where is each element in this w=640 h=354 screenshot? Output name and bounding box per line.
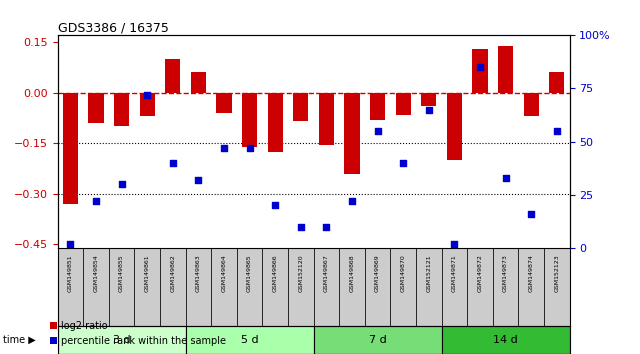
Bar: [396, 93, 411, 115]
Text: GSM149851: GSM149851: [68, 254, 73, 292]
Bar: [165, 59, 180, 93]
Bar: [268, 93, 283, 152]
Text: GSM152121: GSM152121: [426, 254, 431, 292]
Bar: [191, 73, 206, 93]
Legend: log2 ratio, percentile rank within the sample: log2 ratio, percentile rank within the s…: [50, 321, 227, 346]
Bar: [242, 93, 257, 147]
Bar: [262, 248, 288, 326]
Text: GDS3386 / 16375: GDS3386 / 16375: [58, 21, 168, 34]
Bar: [442, 326, 570, 354]
Bar: [498, 46, 513, 93]
Point: [168, 160, 178, 166]
Bar: [549, 73, 564, 93]
Bar: [288, 248, 314, 326]
Text: GSM149865: GSM149865: [247, 254, 252, 292]
Bar: [216, 93, 232, 113]
Point: [372, 128, 383, 134]
Bar: [467, 248, 493, 326]
Text: GSM149861: GSM149861: [145, 254, 150, 292]
Bar: [421, 93, 436, 106]
Point: [321, 224, 332, 229]
Text: GSM152120: GSM152120: [298, 254, 303, 292]
Point: [142, 92, 152, 98]
Bar: [447, 93, 462, 160]
Text: GSM149863: GSM149863: [196, 254, 201, 292]
Point: [552, 128, 562, 134]
Point: [398, 160, 408, 166]
Bar: [472, 49, 488, 93]
Bar: [370, 93, 385, 120]
Bar: [524, 93, 539, 116]
Bar: [416, 248, 442, 326]
Bar: [140, 93, 155, 116]
Point: [116, 181, 127, 187]
Bar: [58, 326, 186, 354]
Point: [475, 64, 485, 70]
Text: GSM149870: GSM149870: [401, 254, 406, 292]
Bar: [344, 93, 360, 173]
Text: GSM152123: GSM152123: [554, 254, 559, 292]
Point: [91, 198, 101, 204]
Text: GSM149855: GSM149855: [119, 254, 124, 292]
Bar: [186, 326, 314, 354]
Point: [449, 241, 460, 246]
Bar: [319, 93, 334, 145]
Point: [347, 198, 357, 204]
Bar: [63, 93, 78, 204]
Bar: [186, 248, 211, 326]
Bar: [442, 248, 467, 326]
Bar: [211, 248, 237, 326]
Point: [500, 175, 511, 181]
Text: GSM149871: GSM149871: [452, 254, 457, 292]
Point: [270, 202, 280, 208]
Point: [65, 241, 76, 246]
Text: GSM149874: GSM149874: [529, 254, 534, 292]
Bar: [58, 248, 83, 326]
Text: time ▶: time ▶: [3, 335, 36, 345]
Bar: [314, 326, 442, 354]
Bar: [293, 93, 308, 121]
Text: GSM149873: GSM149873: [503, 254, 508, 292]
Bar: [493, 248, 518, 326]
Text: GSM149869: GSM149869: [375, 254, 380, 292]
Text: 5 d: 5 d: [241, 335, 259, 345]
Bar: [160, 248, 186, 326]
Bar: [390, 248, 416, 326]
Bar: [237, 248, 262, 326]
Point: [526, 211, 536, 217]
Bar: [365, 248, 390, 326]
Bar: [134, 248, 160, 326]
Text: GSM149872: GSM149872: [477, 254, 483, 292]
Point: [193, 177, 204, 183]
Bar: [83, 248, 109, 326]
Text: GSM149866: GSM149866: [273, 254, 278, 292]
Bar: [314, 248, 339, 326]
Bar: [114, 93, 129, 126]
Point: [296, 224, 306, 229]
Text: GSM149868: GSM149868: [349, 254, 355, 292]
Bar: [518, 248, 544, 326]
Text: GSM149862: GSM149862: [170, 254, 175, 292]
Text: GSM149864: GSM149864: [221, 254, 227, 292]
Point: [219, 145, 229, 151]
Text: GSM149854: GSM149854: [93, 254, 99, 292]
Bar: [88, 93, 104, 123]
Point: [424, 107, 434, 113]
Text: 14 d: 14 d: [493, 335, 518, 345]
Point: [244, 145, 255, 151]
Bar: [109, 248, 134, 326]
Text: 7 d: 7 d: [369, 335, 387, 345]
Text: 3 d: 3 d: [113, 335, 131, 345]
Text: GSM149867: GSM149867: [324, 254, 329, 292]
Bar: [339, 248, 365, 326]
Bar: [544, 248, 570, 326]
